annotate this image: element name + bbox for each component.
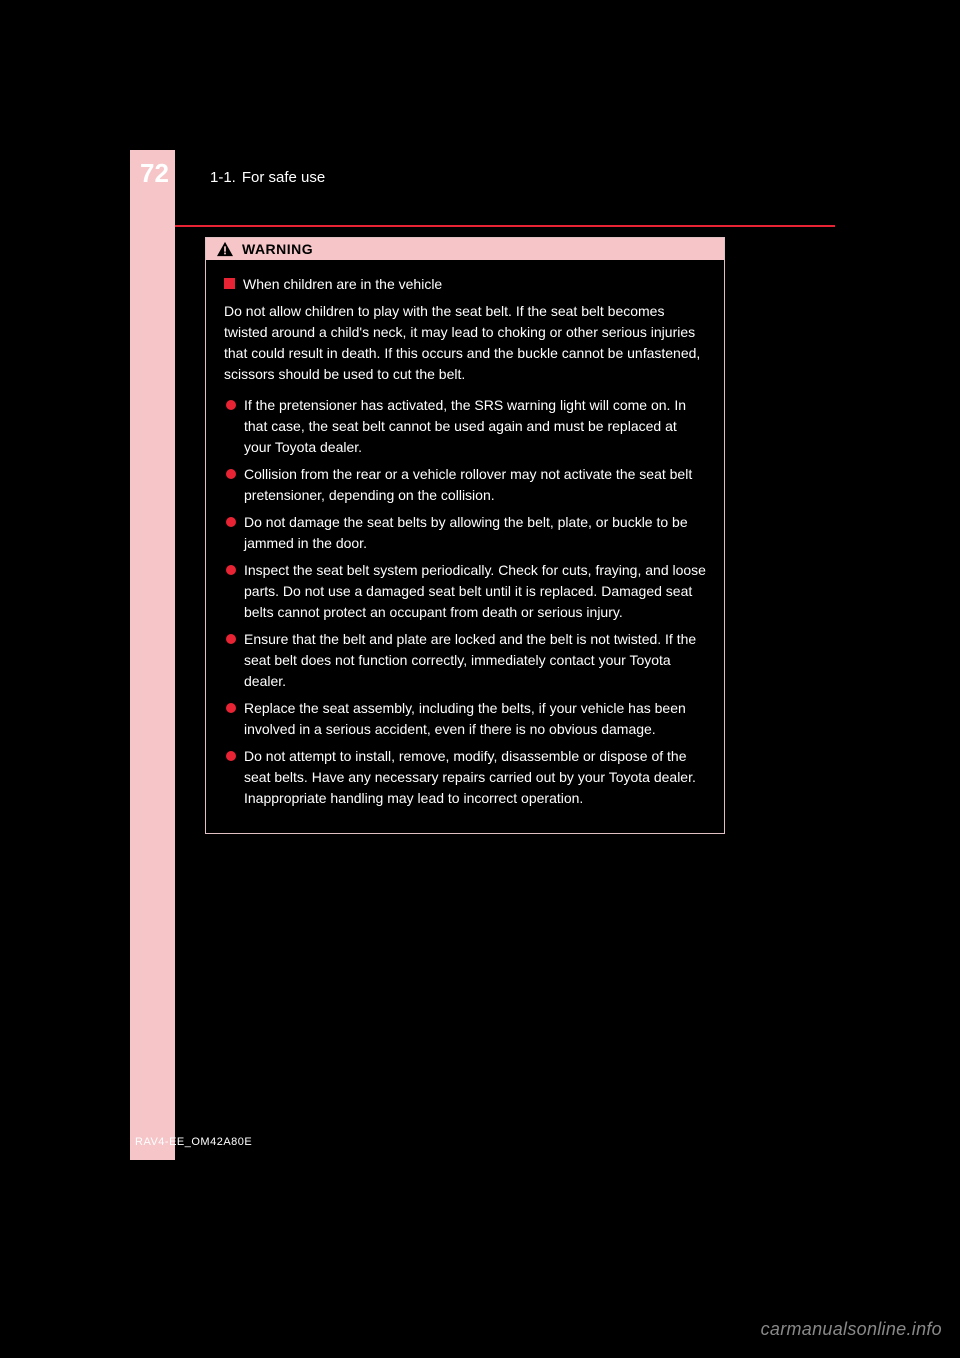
bullet-item: Replace the seat assembly, including the… — [226, 698, 706, 740]
bullet-text: Collision from the rear or a vehicle rol… — [244, 464, 706, 506]
warning-body: When children are in the vehicle Do not … — [206, 260, 724, 833]
warning-header: WARNING — [206, 238, 724, 260]
red-bullet-icon — [226, 703, 236, 713]
warning-intro-text: Do not allow children to play with the s… — [224, 301, 706, 385]
section-number: 1-1. — [210, 169, 236, 186]
bullet-text: Replace the seat assembly, including the… — [244, 698, 706, 740]
red-bullet-icon — [226, 565, 236, 575]
bullet-text: If the pretensioner has activated, the S… — [244, 395, 706, 458]
red-bullet-icon — [226, 400, 236, 410]
bullet-item: Collision from the rear or a vehicle rol… — [226, 464, 706, 506]
red-bullet-icon — [226, 469, 236, 479]
bullet-text: Do not damage the seat belts by allowing… — [244, 512, 706, 554]
bullet-item: Ensure that the belt and plate are locke… — [226, 629, 706, 692]
warning-label: WARNING — [242, 241, 313, 257]
bullet-text: Do not attempt to install, remove, modif… — [244, 746, 706, 809]
bullet-text: Inspect the seat belt system periodicall… — [244, 560, 706, 623]
page-header: 72 1-1. For safe use — [130, 158, 830, 189]
red-bullet-icon — [226, 634, 236, 644]
red-bullet-icon — [226, 517, 236, 527]
page-number: 72 — [130, 158, 190, 189]
warning-triangle-icon — [216, 241, 234, 257]
bullet-item: Do not attempt to install, remove, modif… — [226, 746, 706, 809]
bullet-item: Do not damage the seat belts by allowing… — [226, 512, 706, 554]
subheading-text: When children are in the vehicle — [243, 274, 442, 295]
red-bullet-icon — [226, 751, 236, 761]
warning-subheading: When children are in the vehicle — [224, 274, 706, 295]
red-square-icon — [224, 278, 235, 289]
watermark: carmanualsonline.info — [761, 1319, 942, 1340]
header-divider — [175, 225, 835, 227]
bullet-item: If the pretensioner has activated, the S… — [226, 395, 706, 458]
footer-code: RAV4-EE_OM42A80E — [135, 1136, 252, 1148]
sidebar-tab — [130, 150, 175, 1160]
bullet-item: Inspect the seat belt system periodicall… — [226, 560, 706, 623]
warning-box: WARNING When children are in the vehicle… — [205, 237, 725, 834]
section-title: For safe use — [242, 169, 325, 186]
bullet-text: Ensure that the belt and plate are locke… — [244, 629, 706, 692]
